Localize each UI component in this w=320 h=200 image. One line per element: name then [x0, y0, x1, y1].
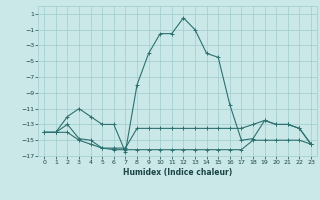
X-axis label: Humidex (Indice chaleur): Humidex (Indice chaleur): [123, 168, 232, 177]
